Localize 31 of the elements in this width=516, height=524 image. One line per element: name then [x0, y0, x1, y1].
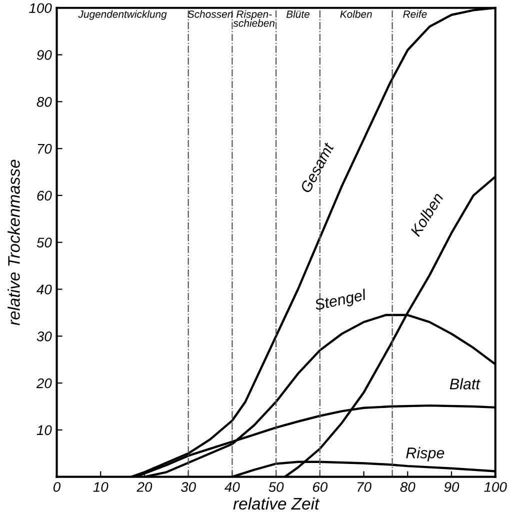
x-axis-title: relative Zeit — [233, 497, 320, 510]
x-tick-label: 60 — [312, 482, 328, 492]
x-tick-label: 20 — [136, 482, 152, 492]
annotation: Blüte — [286, 10, 310, 18]
x-tick-label: 30 — [180, 482, 196, 492]
y-axis-title: relative Trockenmasse — [8, 160, 20, 326]
x-tick-label: 80 — [400, 482, 416, 492]
y-tick-label: 80 — [36, 96, 52, 107]
annotation: Jugendentwicklung — [78, 10, 167, 20]
x-tick-label: 70 — [357, 482, 372, 492]
x-tick-label: 10 — [93, 482, 108, 492]
annotation: Reife — [403, 10, 427, 18]
y-tick-label: 100 — [29, 3, 52, 14]
x-tick-label: 50 — [268, 482, 284, 492]
y-tick-label: 90 — [36, 50, 52, 60]
y-tick-label: 20 — [36, 378, 52, 388]
x-tick-label: 90 — [444, 482, 460, 492]
x-tick-label: 40 — [224, 482, 240, 492]
x-tick-label: 100 — [484, 482, 507, 492]
y-tick-label: 10 — [36, 425, 52, 436]
y-tick-label: 70 — [38, 144, 52, 154]
text: Stengel — [314, 288, 368, 314]
y-tick-label: 40 — [36, 284, 52, 294]
y-tick-label: 30 — [36, 331, 52, 342]
x-tick-label: 0 — [54, 482, 61, 492]
y-tick-label: 60 — [37, 190, 52, 201]
series-label: Rispe — [406, 447, 444, 462]
annotation: Kolben — [340, 10, 372, 18]
series-label: Blatt — [450, 378, 480, 390]
annotation: Rispen- schieben — [233, 10, 275, 27]
y-tick-label: 50 — [36, 238, 52, 248]
